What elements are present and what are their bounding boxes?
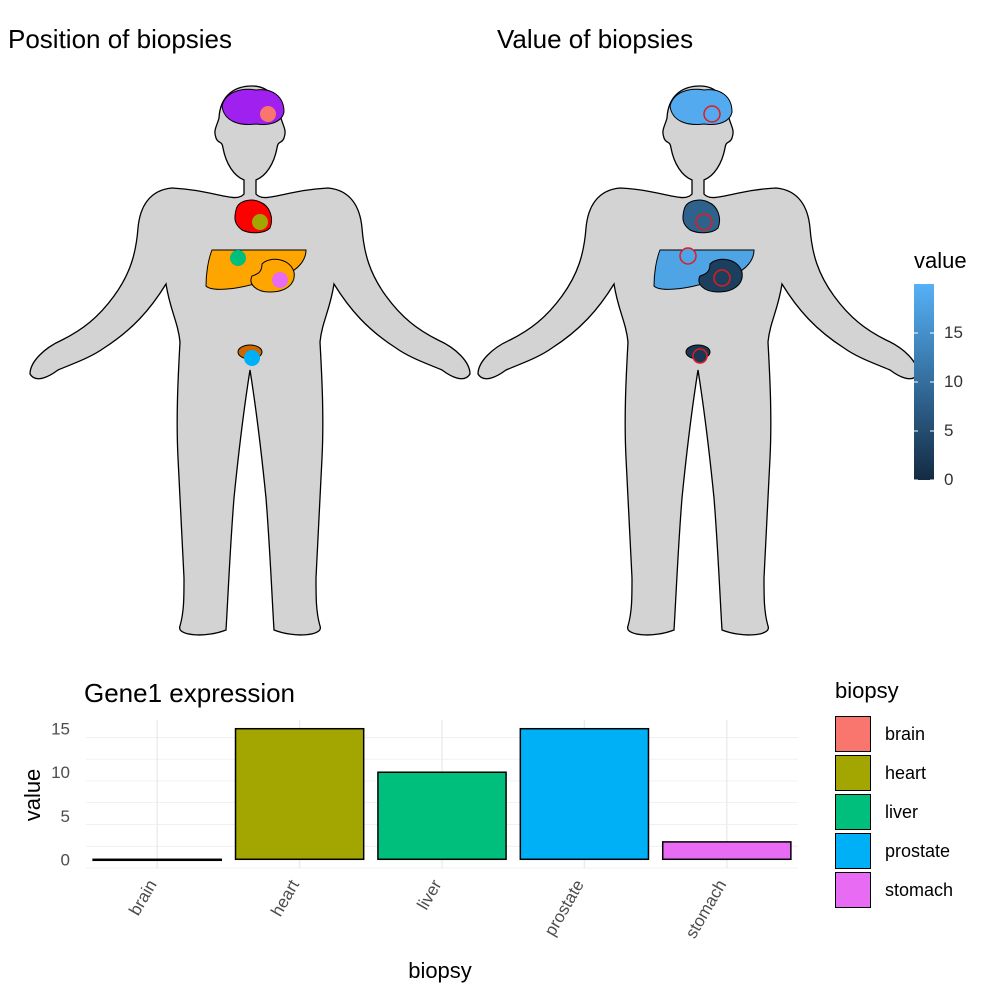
bar-chart-title: Gene1 expression — [84, 678, 296, 708]
right-panel-title: Value of biopsies — [497, 24, 694, 54]
brain-value-region — [669, 88, 733, 125]
biopsy-legend-title: biopsy — [835, 678, 899, 703]
legend-key-swatch — [835, 833, 871, 869]
legend-item-label: brain — [885, 724, 926, 744]
x-tick-label: liver — [413, 876, 445, 913]
x-tick-label: heart — [267, 876, 303, 919]
brain-biopsy-point — [260, 106, 276, 122]
colorbar-tick-label: 15 — [944, 323, 963, 342]
legend-item-label: liver — [885, 802, 919, 822]
bar-stomach — [661, 841, 792, 861]
x-tick-label: stomach — [682, 877, 731, 942]
legend-item-prostate: prostate — [835, 833, 995, 871]
y-tick-label: 10 — [51, 763, 70, 782]
prostate-value-marker — [692, 348, 708, 364]
bar-heart — [234, 727, 365, 861]
y-tick-label: 5 — [61, 807, 70, 826]
stomach-biopsy-point — [272, 272, 288, 288]
body-figure-position — [29, 85, 471, 636]
legend-item-liver: liver — [835, 794, 995, 832]
liver-value-marker — [679, 247, 697, 265]
body-figure-value — [477, 85, 919, 636]
brain-value-marker — [703, 105, 721, 123]
legend-item-label: prostate — [885, 841, 951, 861]
colorbar-tick-label: 5 — [944, 421, 954, 440]
y-tick-label: 0 — [61, 850, 70, 869]
x-tick-label: brain — [125, 877, 160, 919]
heart-biopsy-point — [252, 214, 268, 230]
value-legend-title: value — [914, 248, 967, 273]
legend-key-swatch — [835, 794, 871, 830]
left-panel-title: Position of biopsies — [8, 24, 233, 54]
legend-item-label: heart — [885, 763, 927, 783]
bar-liver — [377, 771, 507, 861]
value-colorbar — [914, 284, 934, 481]
gene1-bar-chart: 0 5 10 15 brain heart liver prostate stomach va… — [20, 720, 798, 983]
y-axis-label: value — [20, 769, 45, 822]
value-markers — [679, 105, 731, 364]
legend-item-stomach: stomach — [835, 872, 995, 910]
legend-key-swatch — [835, 716, 871, 752]
legend-key-swatch — [835, 872, 871, 908]
colorbar-tick-label: 0 — [944, 470, 954, 489]
x-tick-label: prostate — [541, 877, 588, 940]
liver-biopsy-point — [230, 250, 246, 266]
colorbar-tick-label: 10 — [944, 372, 963, 391]
x-axis-label: biopsy — [408, 958, 472, 983]
legend-key-swatch — [835, 755, 871, 791]
stomach-value-marker — [713, 269, 731, 287]
legend-item-label: stomach — [885, 880, 954, 900]
prostate-biopsy-point — [244, 350, 260, 366]
biopsy-points — [230, 106, 288, 366]
brain-region — [221, 88, 285, 125]
heart-value-marker — [695, 213, 713, 231]
legend-item-heart: heart — [835, 755, 995, 793]
legend-item-brain: brain — [835, 716, 995, 754]
bar-brain — [92, 858, 223, 862]
bar-prostate — [519, 727, 650, 861]
y-tick-label: 15 — [51, 720, 70, 739]
